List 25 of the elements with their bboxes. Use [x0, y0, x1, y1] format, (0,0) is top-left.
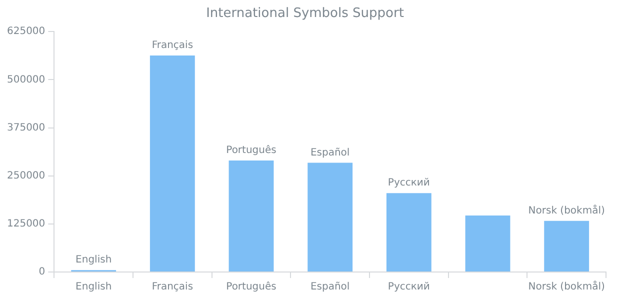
x-tick-label: Русский	[388, 282, 430, 293]
data-label: Português	[226, 145, 276, 156]
y-tick-label: 0	[38, 266, 46, 278]
x-tick-label: Português	[226, 282, 276, 293]
y-tick-label: 125000	[6, 218, 46, 230]
data-label: English	[76, 254, 112, 266]
x-tick-label: English	[76, 282, 112, 293]
x-tick-label: Français	[152, 282, 194, 293]
y-tick-label: 250000	[6, 170, 46, 182]
data-label: Español	[310, 147, 350, 158]
bar	[150, 55, 195, 272]
bar	[386, 193, 432, 272]
bar	[308, 162, 353, 272]
x-tick-label: Norsk (bokmål)	[528, 280, 605, 293]
y-tick-label: 375000	[6, 122, 46, 134]
bar	[228, 160, 274, 272]
bar	[544, 220, 590, 272]
data-label: Français	[152, 40, 194, 52]
chart-title: International Symbols Support	[206, 6, 404, 22]
x-tick-label: Español	[310, 282, 350, 293]
data-label: Norsk (bokmål)	[528, 204, 605, 216]
data-label: Русский	[388, 178, 430, 189]
bar	[465, 215, 510, 272]
y-tick-label: 625000	[6, 26, 46, 38]
y-tick-label: 500000	[6, 74, 46, 86]
